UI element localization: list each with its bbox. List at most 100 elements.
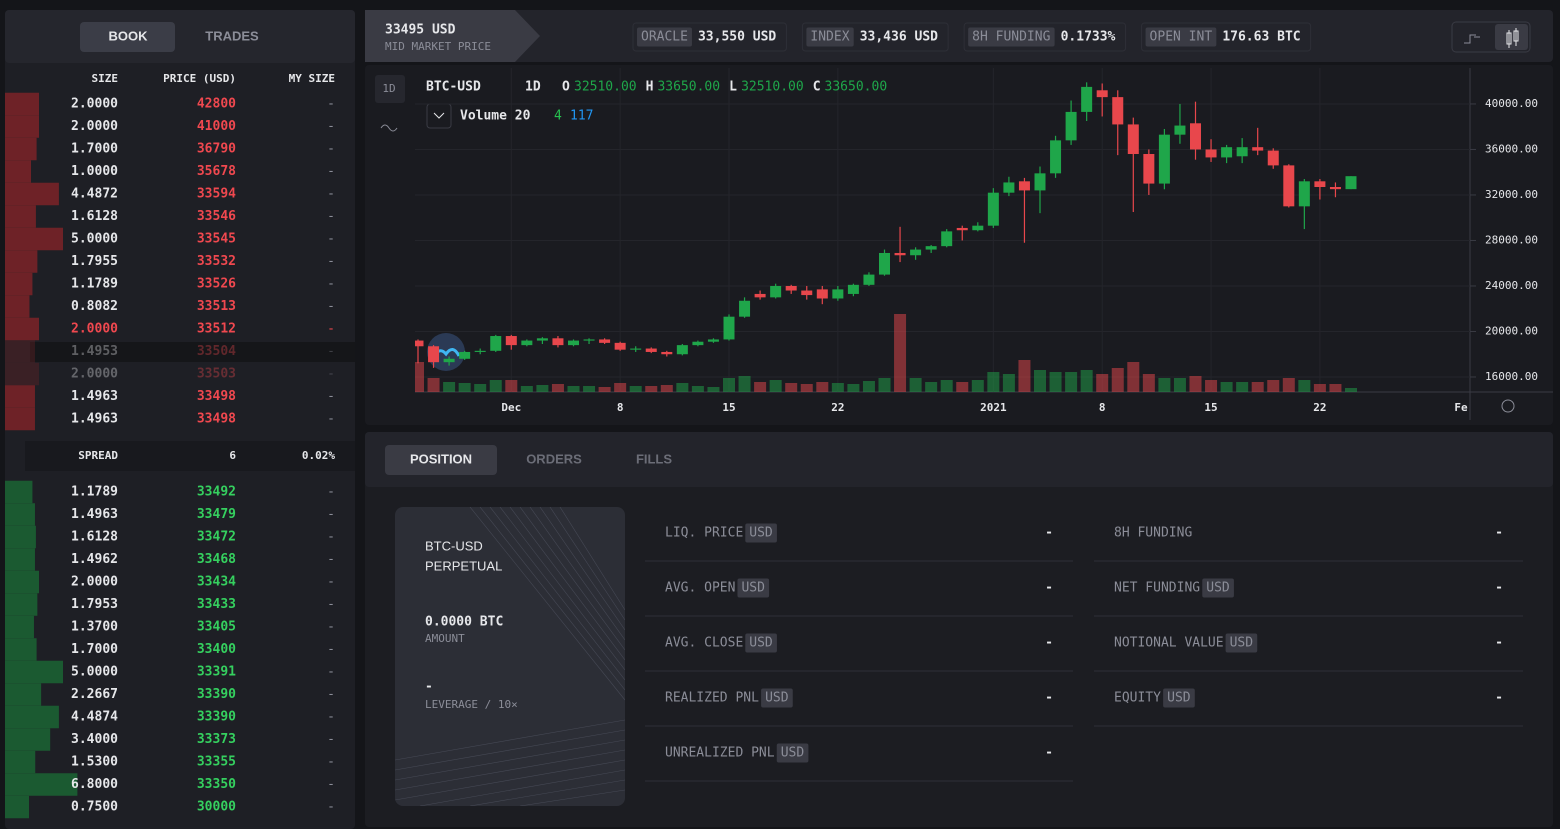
book-tab-active[interactable] <box>80 22 175 52</box>
book-row: 2.2667 33390 - <box>5 683 335 706</box>
volume-bar <box>1034 370 1046 392</box>
ohlc-label: H <box>646 80 654 95</box>
depth-bar <box>5 570 39 594</box>
book-row: 6.8000 33350 - <box>5 773 335 796</box>
chart-title: BTC-USD <box>426 80 481 95</box>
tab-label[interactable]: FILLS <box>636 451 672 466</box>
volume-bar <box>598 387 611 392</box>
field-label: EQUITY <box>1114 691 1161 706</box>
stat-box <box>1141 22 1312 52</box>
x-tick-label: 22 <box>1313 401 1326 414</box>
my-size: - <box>327 507 335 522</box>
price: 33532 <box>197 254 236 269</box>
size: 1.5300 <box>71 755 118 770</box>
volume-bar <box>971 380 984 392</box>
spread-label: SPREAD <box>78 449 118 462</box>
chip <box>745 523 777 543</box>
depth-bar <box>5 317 39 341</box>
price: 33350 <box>197 777 236 792</box>
depth-bar <box>5 750 36 774</box>
book-row: 3.4000 33373 - <box>5 728 335 751</box>
chip <box>761 688 793 708</box>
tab-label[interactable]: TRADES <box>205 28 259 43</box>
volume-legend: Volume 20 <box>460 109 531 124</box>
indicator-icon[interactable] <box>380 124 398 132</box>
book-row: 1.3700 33405 - <box>5 615 335 639</box>
candle-body <box>1081 86 1093 112</box>
x-tick-label: 8 <box>617 401 624 414</box>
price: 33498 <box>197 389 236 404</box>
field-label: REALIZED PNL <box>665 691 759 706</box>
candle-body <box>599 339 611 343</box>
field-value: - <box>1045 746 1053 761</box>
book-row: 1.4963 33498 - <box>5 407 335 431</box>
settings-icon[interactable] <box>1501 399 1515 413</box>
volume-bar <box>1002 374 1015 392</box>
candle-body <box>676 345 688 355</box>
spread-percent: 0.02% <box>302 449 335 462</box>
candle-body <box>972 225 984 231</box>
candle-body <box>739 300 751 317</box>
size: 3.4000 <box>71 732 118 747</box>
candle-icon <box>1506 28 1519 48</box>
volume-bar <box>862 381 875 392</box>
candle-body <box>443 358 455 363</box>
size: 1.6128 <box>71 209 118 224</box>
volume-bar <box>1173 378 1186 392</box>
tab-label[interactable]: BOOK <box>109 28 149 43</box>
my-size: - <box>327 552 335 567</box>
volume-bar <box>878 378 891 392</box>
candle-body <box>707 339 719 342</box>
candle-body <box>1158 134 1170 184</box>
my-size: - <box>327 575 335 590</box>
book-row: 0.8082 33513 - <box>5 295 335 318</box>
depth-bar <box>5 795 29 819</box>
interval-button[interactable] <box>375 75 405 103</box>
price: 33355 <box>197 755 236 770</box>
volume-bar <box>427 378 440 392</box>
field-label: UNREALIZED PNL <box>665 746 775 761</box>
tab-label[interactable]: ORDERS <box>526 451 582 466</box>
my-size: - <box>327 142 335 157</box>
candle-body <box>1252 147 1264 151</box>
candle-body <box>832 289 844 299</box>
tab-label[interactable]: POSITION <box>410 451 472 466</box>
price: 33373 <box>197 732 236 747</box>
y-tick-label: 40000.00 <box>1485 97 1538 110</box>
price: 33405 <box>197 620 236 635</box>
depth-bar <box>5 683 42 706</box>
volume-bar <box>536 385 549 392</box>
candle-body <box>785 285 797 291</box>
my-size: - <box>327 732 335 747</box>
chart-style-toggle[interactable] <box>1451 21 1531 53</box>
book-row: 1.1789 33526 - <box>5 272 335 296</box>
candle-body <box>894 252 906 256</box>
size: 1.7000 <box>71 142 118 157</box>
book-row: 1.6128 33546 - <box>5 205 335 228</box>
volume-bar <box>816 382 829 392</box>
toolbar-interval[interactable]: 1D <box>382 82 395 95</box>
my-size: - <box>327 755 335 770</box>
price: 33468 <box>197 552 236 567</box>
volume-bar <box>769 380 782 392</box>
price: 33472 <box>197 530 236 545</box>
size: 2.0000 <box>71 119 118 134</box>
volume-bar <box>1127 362 1140 392</box>
volume-bar <box>909 378 922 392</box>
candle-body <box>1329 186 1341 190</box>
volume-bar <box>505 380 518 392</box>
candle-body <box>1065 111 1077 141</box>
column-header: MY SIZE <box>289 72 335 85</box>
depth-bar <box>5 407 35 431</box>
chevron <box>433 112 445 119</box>
chart-interval: 1D <box>525 80 541 95</box>
volume-bar <box>1096 374 1109 392</box>
depth-bar <box>5 638 37 661</box>
volume-bar <box>707 387 720 392</box>
chip <box>1225 633 1258 653</box>
card-pattern <box>395 507 625 806</box>
position-tab-active[interactable] <box>385 445 497 475</box>
field-label: NOTIONAL VALUE <box>1114 636 1224 651</box>
price: 33433 <box>197 597 236 612</box>
my-size: - <box>327 209 335 224</box>
